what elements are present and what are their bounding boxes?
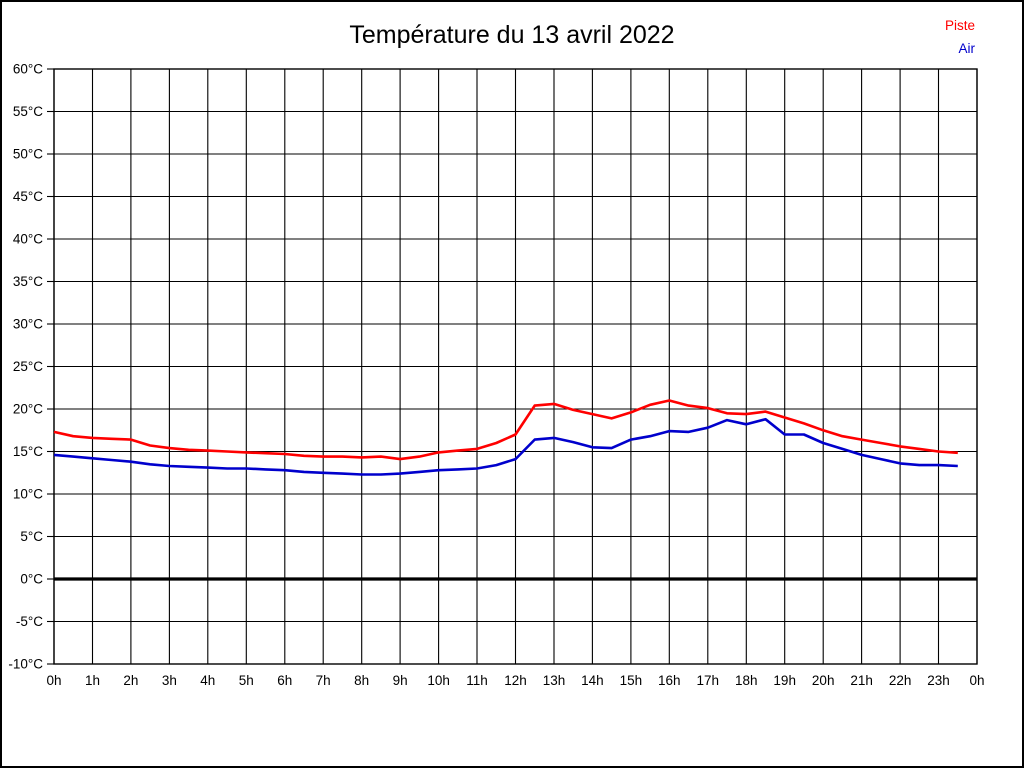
y-tick-label: 0°C — [20, 572, 43, 587]
x-tick-label: 4h — [200, 673, 215, 688]
legend: Piste Air — [945, 14, 975, 60]
y-tick-label: 30°C — [13, 317, 43, 332]
y-tick-label: 5°C — [20, 529, 43, 544]
y-tick-label: 50°C — [13, 147, 43, 162]
x-tick-label: 12h — [504, 673, 527, 688]
x-tick-label: 14h — [581, 673, 604, 688]
x-tick-label: 0h — [46, 673, 61, 688]
x-tick-label: 9h — [393, 673, 408, 688]
x-tick-label: 18h — [735, 673, 758, 688]
x-tick-label: 6h — [277, 673, 292, 688]
y-tick-label: 60°C — [13, 62, 43, 77]
x-tick-label: 5h — [239, 673, 254, 688]
x-tick-label: 11h — [466, 673, 488, 688]
y-tick-label: 40°C — [13, 232, 43, 247]
air-line — [53, 417, 958, 476]
x-tick-label: 16h — [658, 673, 681, 688]
x-tick-label: 13h — [543, 673, 566, 688]
x-tick-label: 1h — [85, 673, 100, 688]
plot-border — [53, 68, 978, 665]
x-tick-label: 3h — [162, 673, 177, 688]
legend-item-piste: Piste — [945, 14, 975, 37]
y-tick-label: 55°C — [13, 104, 43, 119]
x-tick-label: 21h — [850, 673, 873, 688]
y-tick-label: 15°C — [13, 444, 43, 459]
x-tick-label: 17h — [697, 673, 720, 688]
legend-label-piste: Piste — [944, 18, 975, 33]
y-tick-label: 20°C — [13, 402, 43, 417]
y-tick-label: 25°C — [13, 359, 43, 374]
legend-item-air: Air — [945, 37, 976, 60]
y-tick-label: 35°C — [13, 274, 43, 289]
chart-title: Température du 13 avril 2022 — [349, 21, 675, 49]
x-tick-label: 15h — [620, 673, 643, 688]
x-tick-label: 19h — [773, 673, 796, 688]
legend-label-air: Air — [958, 41, 976, 56]
y-tick-label: 10°C — [13, 487, 43, 502]
x-tick-label: 2h — [123, 673, 138, 688]
piste-line — [53, 399, 958, 461]
x-tick-label: 20h — [812, 673, 835, 688]
x-tick-label: 0h — [969, 673, 984, 688]
x-tick-label: 7h — [316, 673, 331, 688]
x-tick-label: 23h — [927, 673, 950, 688]
y-tick-label: -10°C — [8, 657, 43, 672]
x-tick-label: 22h — [889, 673, 912, 688]
x-tick-label: 10h — [427, 673, 450, 688]
y-tick-label: 45°C — [13, 189, 43, 204]
x-tick-label: 8h — [354, 673, 369, 688]
y-tick-label: -5°C — [16, 614, 43, 629]
